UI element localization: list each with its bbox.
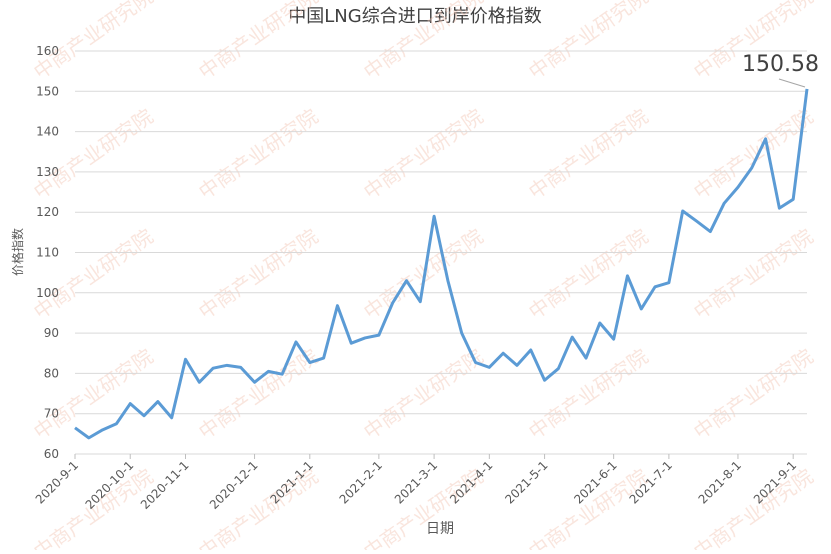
watermark: 中商产业研究院 (524, 344, 652, 444)
watermark: 中商产业研究院 (689, 464, 817, 550)
watermark: 中商产业研究院 (29, 224, 157, 324)
watermark: 中商产业研究院 (524, 0, 652, 84)
y-tick-label: 130 (36, 165, 59, 179)
y-tick-label: 140 (36, 125, 59, 139)
watermark: 中商产业研究院 (359, 104, 487, 204)
data-label: 150.58 (742, 52, 819, 77)
y-tick-label: 120 (36, 205, 59, 219)
watermark: 中商产业研究院 (194, 104, 322, 204)
watermark: 中商产业研究院 (194, 344, 322, 444)
watermark: 中商产业研究院 (524, 104, 652, 204)
watermark: 中商产业研究院 (194, 0, 322, 84)
chart-title: 中国LNG综合进口到岸价格指数 (288, 6, 541, 27)
y-tick-label: 80 (44, 366, 59, 380)
line-series (74, 88, 809, 440)
x-tick-label: 2020-9-1 (33, 458, 81, 506)
x-axis-label: 日期 (426, 521, 454, 537)
watermark: 中商产业研究院 (689, 224, 817, 324)
watermark: 中商产业研究院 (29, 104, 157, 204)
y-tick-label: 90 (44, 326, 59, 340)
watermark: 中商产业研究院 (194, 224, 322, 324)
watermark: 中商产业研究院 (29, 344, 157, 444)
x-tick-label: 2021-5-1 (502, 458, 550, 506)
label-leader (778, 78, 806, 88)
watermark: 中商产业研究院 (689, 344, 817, 444)
watermark: 中商产业研究院 (29, 0, 157, 84)
x-tick-label: 2021-8-1 (696, 458, 744, 506)
watermark: 中商产业研究院 (359, 344, 487, 444)
y-tick-label: 150 (36, 84, 59, 98)
y-tick-label: 100 (36, 286, 59, 300)
y-axis-label: 价格指数 (10, 228, 25, 276)
watermark: 中商产业研究院 (524, 224, 652, 324)
x-tick-label: 2021-2-1 (337, 458, 385, 506)
y-tick-label: 110 (36, 246, 59, 260)
watermark: 中商产业研究院 (524, 464, 652, 550)
y-tick-label: 60 (44, 447, 59, 461)
y-tick-label: 70 (44, 407, 59, 421)
y-tick-label: 160 (36, 44, 59, 58)
